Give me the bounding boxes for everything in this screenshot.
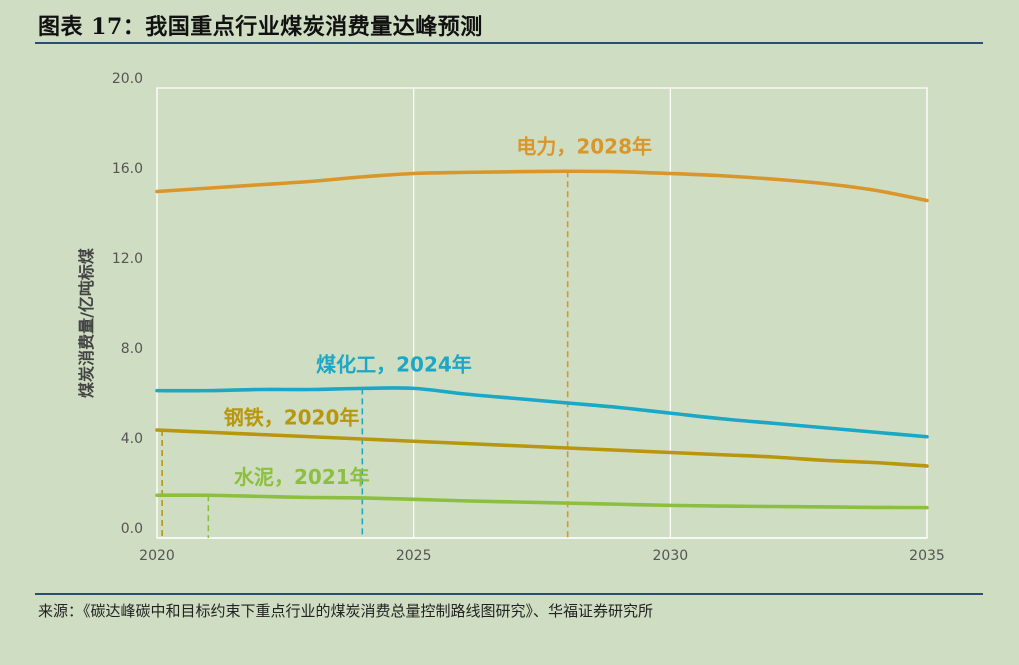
peak-annotation: 钢铁，2020年 (224, 405, 360, 429)
peak-annotation: 电力，2028年 (516, 134, 652, 158)
series-line (155, 386, 929, 439)
y-tick-label: 0.0 (121, 521, 143, 537)
figure-title: 图表 17：我国重点行业煤炭消费量达峰预测 (38, 14, 483, 40)
series-line (155, 169, 929, 203)
y-tick-label: 20.0 (112, 71, 143, 87)
y-tick-label: 16.0 (112, 161, 143, 177)
peak-annotation: 水泥，2021年 (234, 465, 370, 489)
axis-layer: 2020 2025 2030 2035 0.0 4.0 8.0 12.0 16.0 20.0 (112, 71, 945, 564)
y-tick-label: 4.0 (121, 431, 143, 447)
source-divider (35, 593, 983, 595)
x-tick-label: 2020 (139, 548, 175, 564)
x-tick-label: 2025 (396, 548, 432, 564)
x-tick-label: 2030 (653, 548, 689, 564)
x-tick-label: 2035 (909, 548, 945, 564)
y-tick-label: 12.0 (112, 251, 143, 267)
source-note: 来源：《碳达峰碳中和目标约束下重点行业的煤炭消费总量控制路线图研究》、华福证券研… (38, 602, 654, 620)
y-axis-label: 煤炭消费量/亿吨标煤 (77, 248, 96, 398)
title-divider (35, 42, 983, 44)
line-chart: 2020 2025 2030 2035 0.0 4.0 8.0 12.0 16.0 20.0 电力… (77, 71, 945, 564)
y-tick-label: 8.0 (121, 341, 143, 357)
series-layer (155, 169, 929, 510)
series-line (155, 493, 929, 510)
peak-markers (161, 171, 569, 538)
peak-annotation: 煤化工，2024年 (316, 353, 472, 377)
series-line (155, 428, 929, 468)
